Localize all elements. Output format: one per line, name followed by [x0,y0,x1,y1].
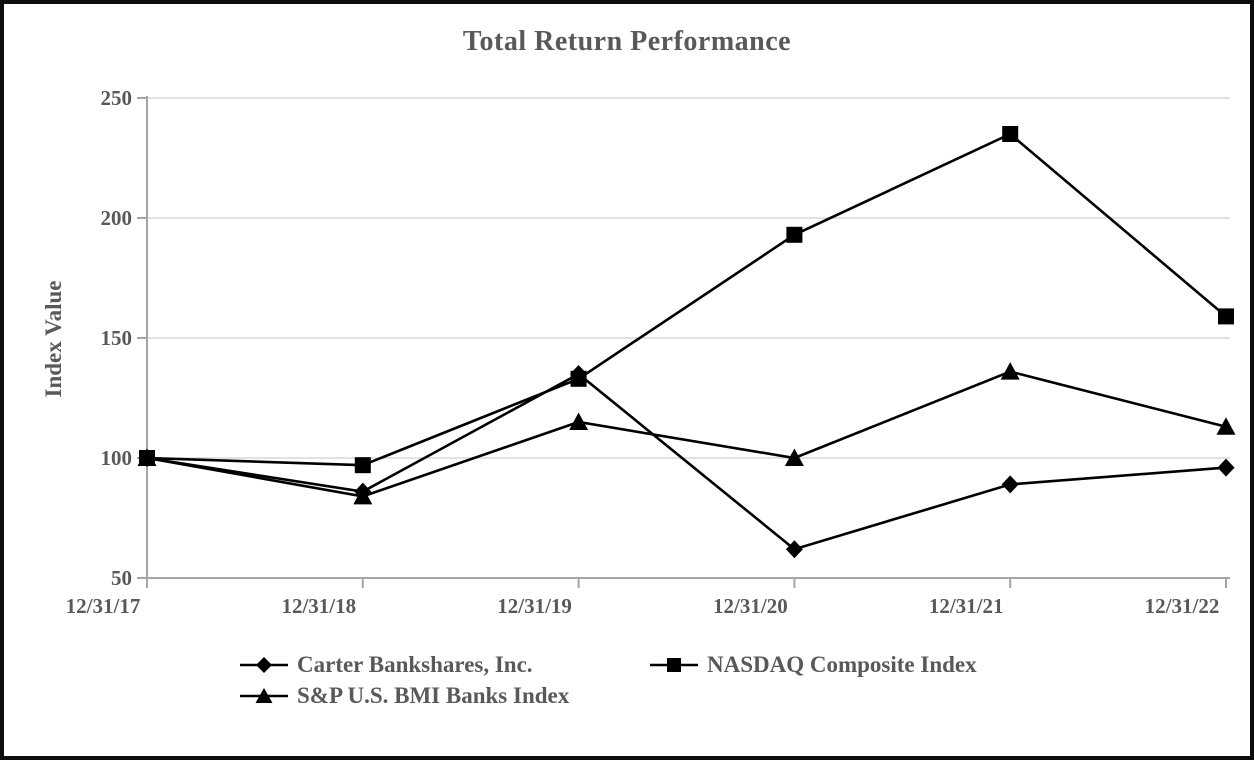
y-tick-label: 50 [111,566,132,590]
y-tick-label: 250 [100,86,133,110]
x-tick-label: 12/31/22 [1144,594,1220,618]
marker-square [1002,126,1019,142]
x-tick-label: 12/31/17 [65,594,141,618]
marker-triangle [569,412,589,430]
marker-triangle [1216,417,1236,435]
x-tick-label: 12/31/18 [281,594,357,618]
y-tick-label: 200 [100,206,133,230]
marker-square [354,457,371,474]
marker-triangle [1000,362,1020,380]
marker-square [570,370,587,387]
legend-item-triangle: S&P U.S. BMI Banks Index [240,683,650,709]
chart-title: Total Return Performance [462,26,792,57]
marker-square [1218,308,1234,325]
marker-diamond [785,540,803,559]
legend-label: NASDAQ Composite Index [707,652,977,677]
x-tick-label: 12/31/21 [928,594,1004,618]
x-tick-label: 12/31/20 [713,594,788,618]
marker-triangle [353,486,373,505]
series-line-square [146,132,1227,467]
series-line-diamond [146,372,1227,551]
square-marker-icon [650,658,698,672]
marker-square [786,226,803,243]
legend-item-diamond: Carter Bankshares, Inc. [240,652,650,678]
chart-legend: Carter Bankshares, Inc. NASDAQ Composite … [240,652,977,709]
marker-triangle [784,448,804,466]
legend-item-square: NASDAQ Composite Index [650,652,977,678]
legend-label: S&P U.S. BMI Banks Index [297,683,570,708]
line-chart-canvas [137,96,1236,588]
diamond-marker-icon [240,657,288,673]
marker-square [139,450,155,466]
marker-diamond [1001,475,1019,494]
marker-diamond [1217,458,1235,477]
x-tick-label: 12/31/19 [497,594,572,618]
triangle-marker-icon [240,688,288,703]
legend-label: Carter Bankshares, Inc. [297,652,533,677]
series-line-triangle [146,370,1227,498]
y-tick-label: 150 [100,326,133,350]
y-tick-label: 100 [100,446,133,470]
